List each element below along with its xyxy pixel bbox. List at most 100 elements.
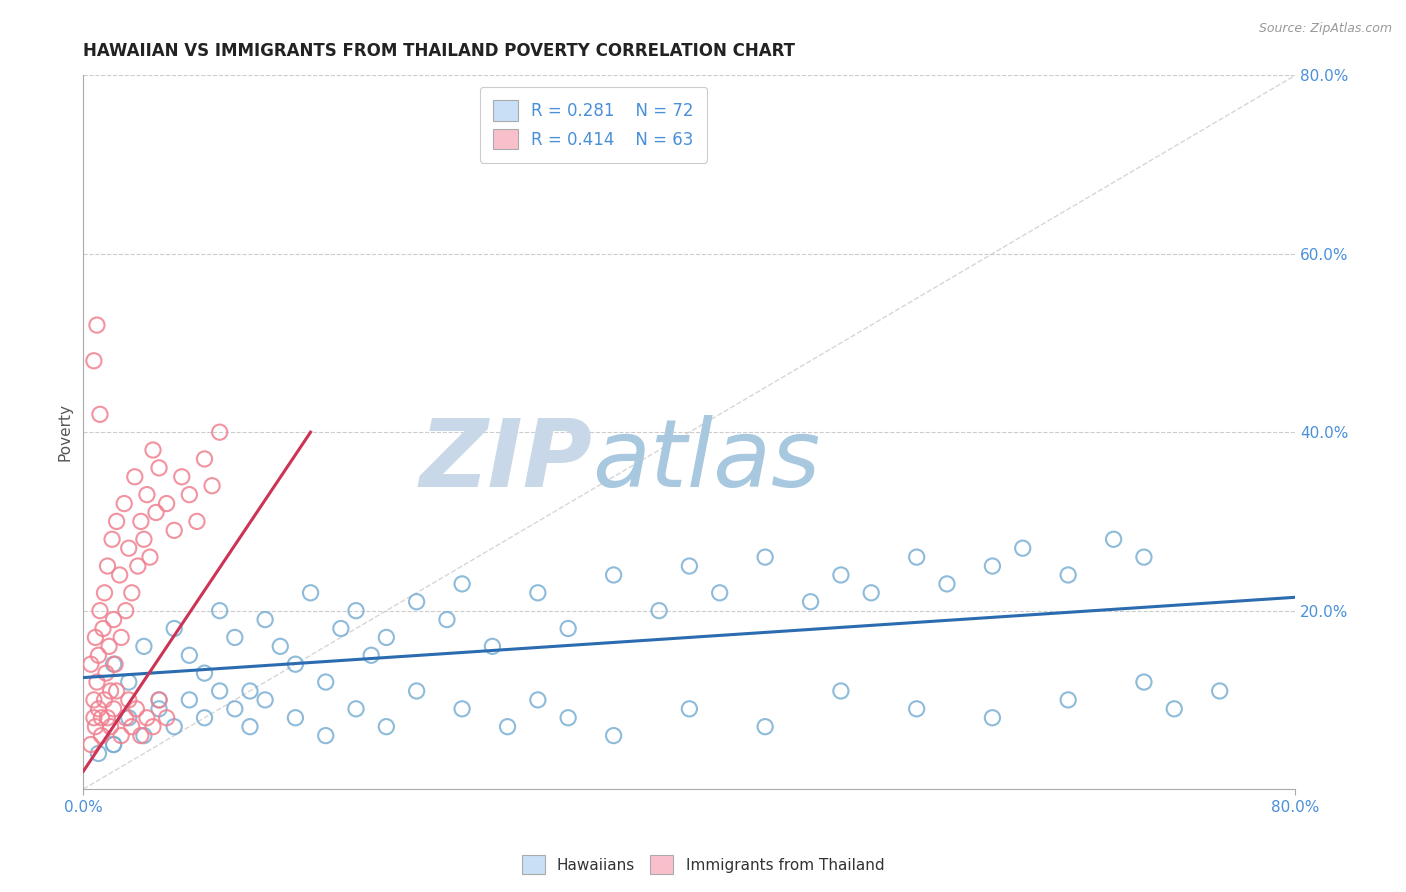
Point (905, 702, 928, 716)
Point (224, 631, 246, 645)
Point (201, 479, 224, 493)
Point (284, 711, 307, 725)
Point (136, 488, 159, 502)
Point (103, 657, 125, 672)
Point (156, 497, 179, 511)
Point (90, 729, 112, 743)
Point (239, 684, 262, 698)
Point (124, 470, 146, 484)
Point (83, 711, 105, 725)
Point (91, 622, 114, 636)
Point (163, 524, 186, 538)
Point (89, 604, 111, 618)
Point (98, 640, 121, 654)
Point (602, 729, 624, 743)
Point (830, 568, 852, 582)
Point (754, 720, 776, 734)
Legend: Hawaiians, Immigrants from Thailand: Hawaiians, Immigrants from Thailand (516, 849, 890, 880)
Point (105, 684, 128, 698)
Point (142, 443, 165, 458)
Point (193, 711, 215, 725)
Point (1057, 568, 1080, 582)
Text: HAWAIIAN VS IMMIGRANTS FROM THAILAND POVERTY CORRELATION CHART: HAWAIIAN VS IMMIGRANTS FROM THAILAND POV… (83, 42, 796, 60)
Point (84, 631, 107, 645)
Point (148, 461, 170, 475)
Point (96, 711, 118, 725)
Point (451, 577, 474, 591)
Point (602, 568, 624, 582)
Point (405, 595, 427, 609)
Point (114, 711, 136, 725)
Point (84, 720, 107, 734)
Text: ZIP: ZIP (419, 415, 592, 507)
Point (208, 604, 231, 618)
Point (800, 595, 823, 609)
Point (1102, 533, 1125, 547)
Point (905, 550, 928, 565)
Point (269, 640, 291, 654)
Point (101, 533, 124, 547)
Point (139, 550, 162, 565)
Point (89, 407, 111, 421)
Point (648, 604, 671, 618)
Point (179, 648, 201, 663)
Point (193, 452, 215, 467)
Point (299, 586, 322, 600)
Point (1133, 550, 1156, 565)
Point (103, 702, 125, 716)
Point (170, 470, 193, 484)
Point (163, 720, 186, 734)
Point (981, 559, 1004, 574)
Point (436, 613, 458, 627)
Point (87, 747, 110, 761)
Point (709, 586, 731, 600)
Point (1133, 675, 1156, 690)
Point (93, 586, 115, 600)
Point (136, 711, 159, 725)
Point (93, 693, 115, 707)
Point (132, 729, 155, 743)
Point (94, 666, 117, 681)
Point (557, 711, 579, 725)
Point (1208, 684, 1230, 698)
Legend: R = 0.281    N = 72, R = 0.414    N = 63: R = 0.281 N = 72, R = 0.414 N = 63 (479, 87, 707, 162)
Text: atlas: atlas (592, 416, 821, 507)
Point (936, 577, 959, 591)
Point (1011, 541, 1033, 556)
Point (179, 488, 201, 502)
Point (754, 550, 776, 565)
Point (284, 657, 307, 672)
Point (129, 729, 152, 743)
Point (86, 675, 108, 690)
Point (481, 640, 503, 654)
Point (344, 702, 367, 716)
Point (118, 693, 141, 707)
Point (315, 675, 337, 690)
Point (360, 648, 382, 663)
Point (105, 515, 128, 529)
Point (132, 533, 155, 547)
Point (100, 720, 122, 734)
Point (527, 586, 550, 600)
Point (830, 684, 852, 698)
Point (186, 515, 208, 529)
Point (496, 720, 519, 734)
Point (163, 622, 186, 636)
Point (1163, 702, 1185, 716)
Point (981, 711, 1004, 725)
Point (121, 586, 143, 600)
Point (114, 604, 136, 618)
Point (90, 711, 112, 725)
Point (110, 729, 132, 743)
Point (254, 693, 277, 707)
Point (1057, 693, 1080, 707)
Point (860, 586, 883, 600)
Point (344, 604, 367, 618)
Point (375, 631, 398, 645)
Point (329, 622, 352, 636)
Point (193, 666, 215, 681)
Point (179, 693, 201, 707)
Point (239, 720, 262, 734)
Point (254, 613, 277, 627)
Point (405, 684, 427, 698)
